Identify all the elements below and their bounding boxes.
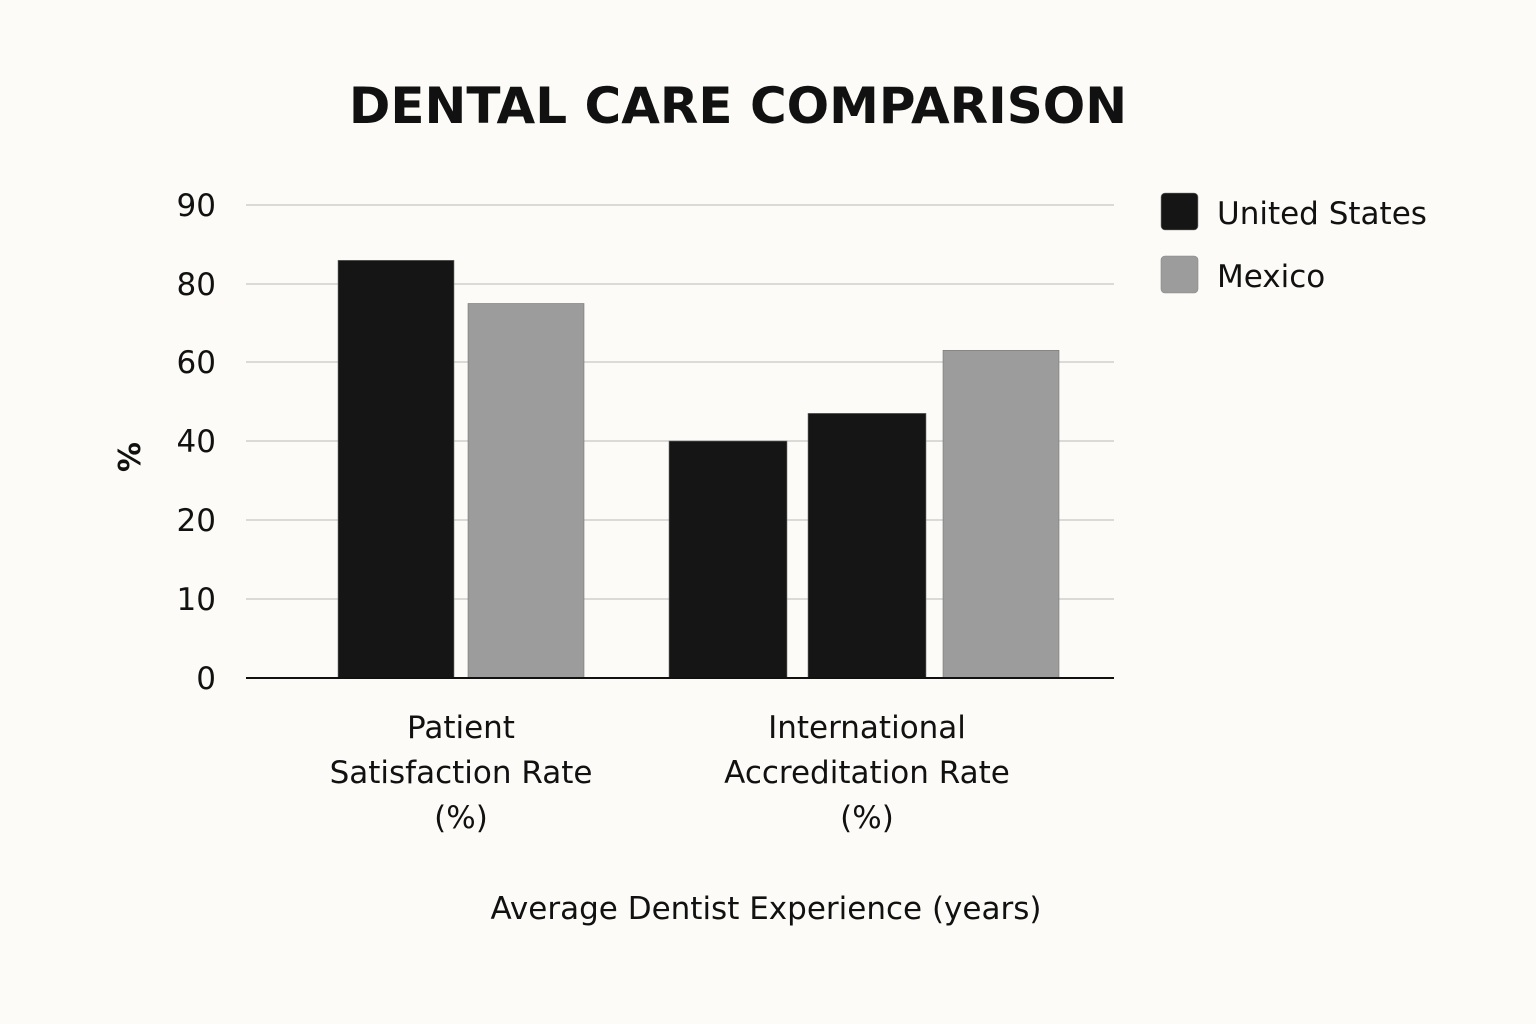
legend-label: United States [1217, 196, 1427, 232]
y-axis-label: % [110, 442, 145, 472]
x-axis-label: Average Dentist Experience (years) [491, 891, 1042, 927]
bar-mexico [467, 303, 585, 679]
y-tick-label: 80 [177, 267, 216, 303]
bar-mexico [942, 349, 1060, 679]
x-category-label: Patient Satisfaction Rate (%) [330, 710, 593, 836]
x-category-label-line: (%) [434, 800, 488, 836]
y-tick-label: 60 [177, 345, 216, 381]
x-category-label-line: (%) [840, 800, 894, 836]
chart-title: DENTAL CARE COMPARISON [349, 77, 1127, 135]
bar-united-states [807, 413, 927, 679]
x-category-label-line: Patient [407, 710, 515, 746]
x-axis-categories: Patient Satisfaction Rate (%)International… [330, 710, 1010, 836]
y-tick-label: 40 [177, 424, 216, 460]
bar-united-states [337, 259, 455, 679]
legend: United States Mexico [1160, 192, 1427, 295]
y-tick-label: 10 [177, 582, 216, 618]
legend-swatch [1160, 192, 1199, 231]
x-category-label-line: Accreditation Rate [724, 755, 1010, 791]
x-category-label-line: Satisfaction Rate [330, 755, 593, 791]
y-tick-label: 90 [177, 188, 216, 224]
legend-swatch [1160, 255, 1199, 294]
bar-united-states [668, 440, 788, 679]
legend-label: Mexico [1217, 259, 1325, 295]
x-category-label-line: International [768, 710, 966, 746]
x-category-label: International Accreditation Rate (%) [724, 710, 1010, 836]
y-tick-label: 20 [177, 503, 216, 539]
y-axis-ticks: 0 10 20 40 60 80 90 [177, 188, 216, 697]
y-tick-label: 0 [196, 661, 216, 697]
bars [337, 259, 1060, 679]
